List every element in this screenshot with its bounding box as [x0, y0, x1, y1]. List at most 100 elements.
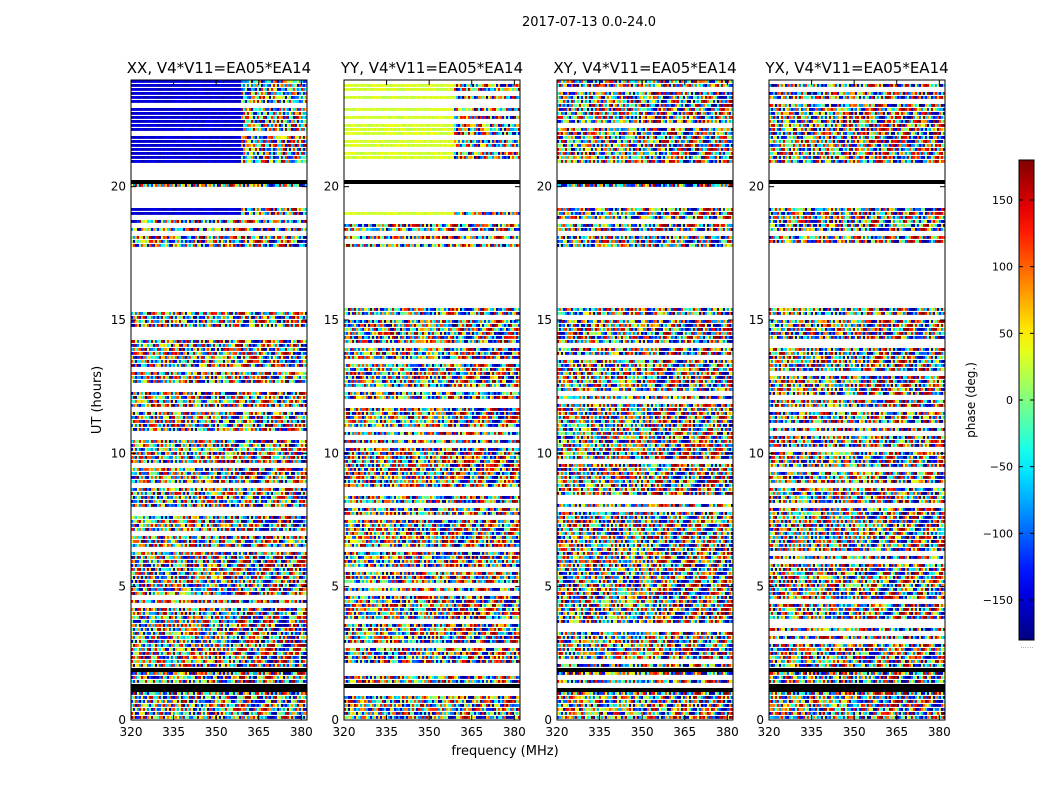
- heatmap-cell: [285, 152, 288, 155]
- heatmap-cell: [233, 380, 236, 383]
- heatmap-cell: [267, 144, 270, 147]
- heatmap-cell: [185, 356, 188, 359]
- heatmap-cell: [157, 120, 160, 123]
- heatmap-cell: [195, 108, 198, 111]
- heatmap-cell: [259, 340, 262, 343]
- heatmap-cell: [225, 416, 228, 419]
- heatmap-cell: [203, 360, 206, 363]
- heatmap-cell: [159, 456, 162, 459]
- heatmap-cell: [179, 316, 182, 319]
- heatmap-cell: [235, 136, 238, 139]
- heatmap-cell: [199, 360, 202, 363]
- heatmap-cell: [199, 364, 202, 367]
- heatmap-cell: [147, 160, 150, 163]
- heatmap-cell: [299, 148, 302, 151]
- heatmap-cell: [281, 184, 284, 187]
- heatmap-cell: [179, 100, 182, 103]
- heatmap-cell: [131, 92, 134, 95]
- heatmap-cell: [283, 236, 286, 239]
- heatmap-cell: [269, 372, 272, 375]
- heatmap-cell: [141, 324, 144, 327]
- heatmap-cell: [183, 376, 186, 379]
- heatmap-cell: [261, 412, 264, 415]
- heatmap-cell: [257, 380, 260, 383]
- heatmap-cell: [183, 112, 186, 115]
- heatmap-cell: [161, 448, 164, 451]
- heatmap-cell: [231, 124, 234, 127]
- heatmap-cell: [299, 136, 302, 139]
- heatmap-cell: [273, 116, 276, 119]
- heatmap-cell: [219, 452, 222, 455]
- heatmap-cell: [213, 400, 216, 403]
- heatmap-cell: [195, 468, 198, 471]
- heatmap-cell: [245, 400, 248, 403]
- heatmap-cell: [161, 184, 164, 187]
- heatmap-cell: [143, 456, 146, 459]
- heatmap-cell: [169, 428, 172, 431]
- heatmap-cell: [243, 444, 246, 447]
- heatmap-cell: [301, 348, 304, 351]
- heatmap-cell: [175, 348, 178, 351]
- heatmap-cell: [281, 456, 284, 459]
- heatmap-cell: [239, 340, 242, 343]
- heatmap-cell: [283, 356, 286, 359]
- heatmap-cell: [281, 412, 284, 415]
- heatmap-cell: [203, 312, 206, 315]
- heatmap-cell: [247, 140, 250, 143]
- heatmap-cell: [295, 356, 298, 359]
- heatmap-cell: [277, 92, 280, 95]
- heatmap-cell: [249, 468, 252, 471]
- heatmap-cell: [257, 360, 260, 363]
- heatmap-cell: [253, 124, 256, 127]
- heatmap-cell: [233, 136, 236, 139]
- heatmap-cell: [179, 444, 182, 447]
- heatmap-cell: [275, 440, 278, 443]
- heatmap-cell: [173, 236, 176, 239]
- heatmap-cell: [283, 88, 286, 91]
- heatmap-cell: [257, 448, 260, 451]
- heatmap-cell: [133, 360, 136, 363]
- heatmap-cell: [251, 92, 254, 95]
- heatmap-cell: [147, 392, 150, 395]
- heatmap-cell: [299, 116, 302, 119]
- heatmap-cell: [271, 128, 274, 131]
- heatmap-cell: [267, 372, 270, 375]
- heatmap-cell: [283, 100, 286, 103]
- heatmap-cell: [153, 128, 156, 131]
- heatmap-cell: [185, 440, 188, 443]
- heatmap-cell: [221, 228, 224, 231]
- heatmap-cell: [255, 412, 258, 415]
- heatmap-cell: [211, 316, 214, 319]
- heatmap-cell: [165, 404, 168, 407]
- heatmap-cell: [249, 428, 252, 431]
- heatmap-cell: [283, 140, 286, 143]
- heatmap-cell: [143, 136, 146, 139]
- heatmap-cell: [251, 100, 254, 103]
- heatmap-cell: [133, 404, 136, 407]
- heatmap-cell: [223, 468, 226, 471]
- heatmap-cell: [185, 100, 188, 103]
- heatmap-cell: [261, 396, 264, 399]
- heatmap-cell: [291, 112, 294, 115]
- heatmap-cell: [205, 428, 208, 431]
- heatmap-cell: [163, 84, 166, 87]
- heatmap-cell: [165, 440, 168, 443]
- heatmap-cell: [151, 236, 154, 239]
- heatmap-cell: [301, 128, 304, 131]
- heatmap-cell: [207, 88, 210, 91]
- heatmap-cell: [229, 316, 232, 319]
- heatmap-cell: [279, 360, 282, 363]
- heatmap-cell: [195, 460, 198, 463]
- heatmap-cell: [293, 96, 296, 99]
- heatmap-cell: [141, 352, 144, 355]
- heatmap-cell: [143, 340, 146, 343]
- heatmap-cell: [175, 136, 178, 139]
- heatmap-cell: [205, 136, 208, 139]
- heatmap-cell: [287, 416, 290, 419]
- heatmap-cell: [269, 396, 272, 399]
- heatmap-cell: [281, 424, 284, 427]
- heatmap-cell: [253, 184, 256, 187]
- heatmap-cell: [237, 444, 240, 447]
- heatmap-cell: [269, 184, 272, 187]
- heatmap-cell: [301, 148, 304, 151]
